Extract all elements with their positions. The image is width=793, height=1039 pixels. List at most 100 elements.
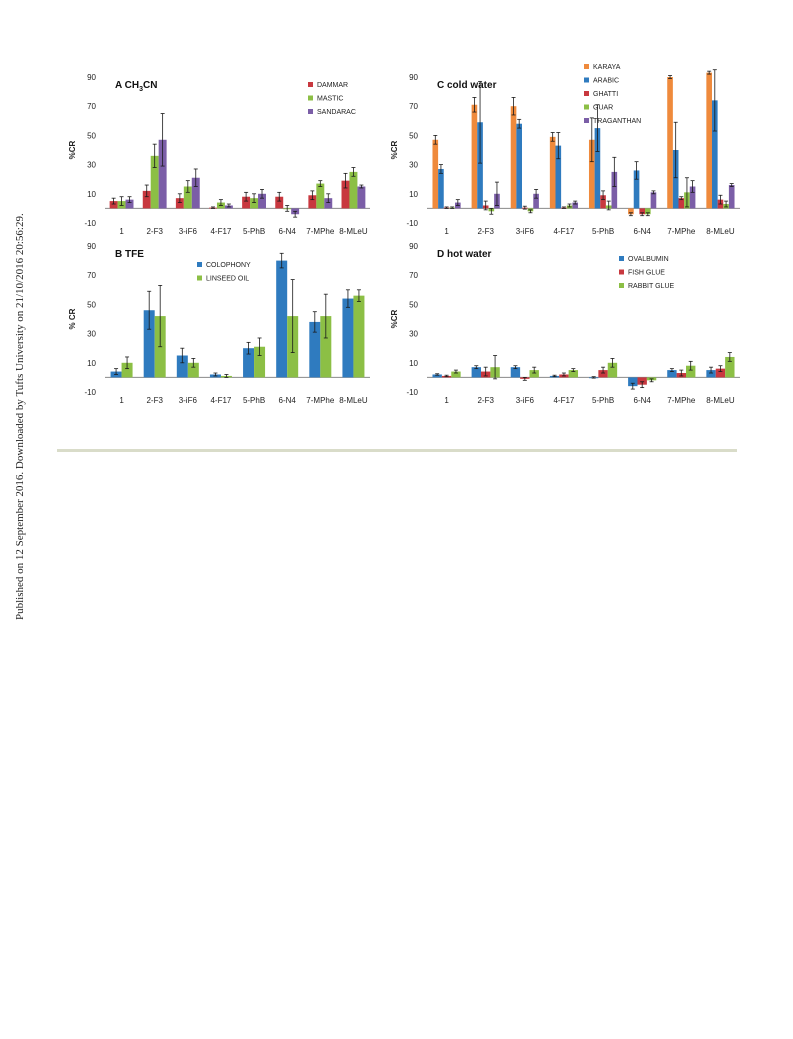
y-axis-title: %CR (68, 140, 77, 159)
legend-label: KARAYA (593, 64, 621, 71)
bar (250, 198, 259, 209)
section-divider (57, 449, 737, 452)
legend-swatch (197, 262, 202, 267)
y-tick-label: 90 (87, 242, 96, 251)
legend-label: COLOPHONY (206, 262, 251, 269)
bar (243, 348, 255, 378)
bar (275, 196, 284, 209)
legend-label: RABBIT GLUE (628, 283, 674, 290)
chart-panel-d: -10 10 30 50 70 90 %CR 1 2-F3 3-iF6 4-F17 5-PhB 6-N4… (390, 242, 740, 405)
legend-label: ARABIC (593, 78, 619, 85)
bar (471, 104, 478, 209)
bar (451, 371, 461, 378)
bar (316, 183, 325, 209)
legend-swatch (197, 275, 202, 281)
bar (438, 168, 444, 209)
legend-label: DAMMAR (317, 82, 348, 89)
legend-swatch (619, 269, 624, 275)
bar (686, 365, 696, 378)
bar (689, 186, 696, 209)
bar (510, 106, 517, 209)
y-tick-label: 50 (87, 131, 96, 140)
bar (109, 201, 118, 209)
bar (175, 198, 184, 209)
bar (715, 368, 726, 378)
x-tick-label: 4-F17 (553, 227, 574, 236)
y-tick-label: 30 (409, 161, 418, 170)
y-tick-label: 90 (409, 242, 418, 251)
y-tick-label: 30 (87, 330, 96, 339)
bar (678, 198, 685, 209)
x-tick-label: 8-MLeU (339, 227, 368, 236)
bar (628, 377, 638, 387)
y-axis-title: %CR (390, 309, 399, 328)
y-axis-title: %CR (390, 140, 399, 159)
x-tick-label: 4-F17 (210, 227, 231, 236)
legend-swatch (584, 91, 589, 96)
x-tick-label: 7-MPhe (667, 227, 696, 236)
bar (667, 370, 677, 378)
bar (510, 367, 521, 378)
bar (645, 208, 651, 215)
bar (516, 123, 522, 209)
legend-label: LINSEED OIL (206, 276, 249, 283)
y-tick-label: 90 (409, 73, 418, 82)
x-tick-label: 3-iF6 (516, 396, 535, 405)
y-tick-label: 50 (409, 131, 418, 140)
bar (309, 321, 321, 378)
bar (191, 177, 200, 209)
x-tick-label: 2-F3 (477, 227, 494, 236)
bar (432, 139, 439, 209)
bar (357, 186, 366, 209)
bar (142, 190, 151, 209)
bar (706, 72, 712, 209)
x-tick-label: 7-MPhe (306, 227, 335, 236)
bar (533, 193, 539, 209)
bar (341, 180, 350, 209)
x-tick-label: 5-PhB (243, 227, 265, 236)
bar (183, 186, 192, 209)
bar (598, 370, 608, 378)
x-tick-label: 1 (444, 396, 449, 405)
bar (725, 356, 735, 378)
bar (471, 367, 481, 378)
y-tick-label: 30 (409, 330, 418, 339)
y-tick-label: 10 (87, 359, 96, 368)
legend-label: TRAGANTHAN (593, 118, 641, 125)
x-tick-label: 1 (119, 227, 124, 236)
x-tick-label: 2-F3 (477, 396, 494, 405)
bar (258, 193, 266, 209)
y-tick-label: 70 (409, 102, 418, 111)
bar (353, 295, 365, 378)
chart-title: D hot water (437, 249, 492, 260)
y-tick-label: 10 (87, 190, 96, 199)
y-tick-label: 70 (409, 271, 418, 280)
y-tick-label: -10 (406, 219, 418, 228)
bar (600, 195, 606, 209)
y-tick-label: 10 (409, 359, 418, 368)
chart-title: A CH3CN (115, 80, 157, 93)
bar (158, 139, 167, 209)
bar (276, 260, 288, 378)
bar (672, 150, 679, 209)
bar (568, 370, 579, 378)
x-tick-label: 3-iF6 (179, 396, 198, 405)
figure-panels: -10 10 30 50 70 90 %CR 1 2-F3 3-iF6 4-F17 5-PhB 6-N4… (68, 64, 740, 405)
x-tick-label: 5-PhB (592, 396, 614, 405)
legend-swatch (619, 256, 624, 261)
legend-label: FISH GLUE (628, 270, 665, 277)
legend-label: GHATTI (593, 91, 618, 98)
bar (477, 122, 483, 209)
bar (639, 208, 646, 215)
bar (125, 199, 134, 209)
legend-swatch (584, 104, 589, 110)
y-tick-label: 70 (87, 102, 96, 111)
x-tick-label: 4-F17 (210, 396, 231, 405)
bar (432, 374, 442, 378)
y-tick-label: 90 (87, 73, 96, 82)
y-tick-label: 50 (87, 300, 96, 309)
y-tick-label: -10 (84, 388, 96, 397)
bar (121, 362, 133, 378)
x-tick-label: 6-N4 (279, 227, 297, 236)
bar (254, 346, 266, 378)
